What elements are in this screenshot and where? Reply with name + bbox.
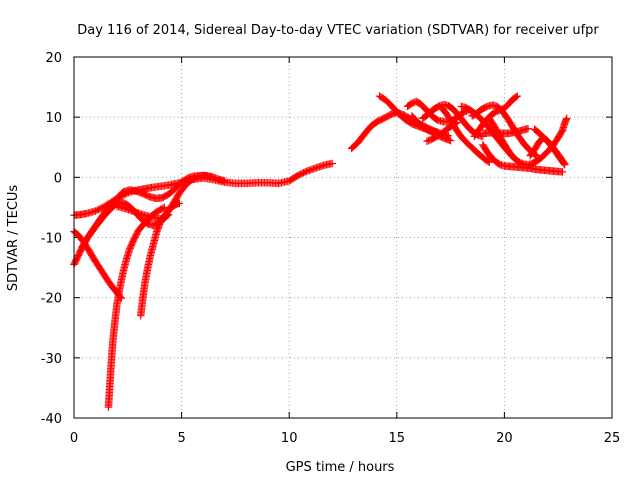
data-point [563, 114, 571, 123]
data-points [70, 92, 571, 411]
data-point [558, 168, 567, 176]
x-tick-label: 15 [389, 431, 406, 446]
data-point-interp [94, 205, 103, 214]
data-point-interp [80, 240, 88, 249]
data-point-interp [126, 243, 135, 251]
data-point-interp [295, 171, 303, 179]
data-point-interp [81, 237, 90, 246]
data-point-interp [132, 230, 141, 239]
data-point [175, 199, 184, 207]
data-point [485, 158, 494, 167]
data-point [513, 92, 522, 100]
data-point-interp [491, 101, 499, 110]
data-point [560, 160, 569, 169]
data-point-interp [128, 239, 137, 247]
data-point-interp [127, 241, 135, 250]
x-tick-label: 20 [496, 431, 513, 446]
y-tick-label: -40 [41, 412, 62, 427]
data-point [328, 159, 336, 168]
chart-title: Day 116 of 2014, Sidereal Day-to-day VTE… [77, 23, 599, 38]
x-axis-label: GPS time / hours [286, 460, 395, 475]
data-point [78, 243, 87, 251]
series-arc14 [438, 104, 494, 167]
data-point [408, 99, 416, 108]
series-arc16 [470, 92, 522, 141]
data-point-interp [301, 168, 309, 176]
data-point [489, 101, 498, 109]
data-point-interp [128, 240, 136, 248]
data-point-interp [129, 236, 138, 244]
data-point [492, 108, 500, 116]
data-point-interp [560, 159, 568, 168]
data-point [524, 124, 532, 133]
data-point-interp [296, 170, 305, 178]
data-point [446, 136, 455, 145]
data-point [160, 203, 169, 212]
y-tick-label: -30 [41, 352, 62, 367]
data-point [515, 158, 524, 167]
y-tick-label: -10 [41, 232, 62, 247]
data-point-interp [93, 206, 101, 215]
x-tick-label: 0 [70, 431, 78, 446]
data-point-interp [484, 157, 493, 166]
data-point-interp [131, 232, 140, 240]
data-point-interp [299, 168, 308, 177]
series-arc7 [136, 199, 184, 320]
series-arc12 [408, 112, 442, 136]
data-point-interp [159, 204, 167, 212]
data-point-interp [133, 229, 141, 237]
data-point-interp [518, 159, 527, 168]
data-point-interp [484, 102, 492, 111]
data-point-interp [131, 233, 139, 242]
data-point [481, 103, 489, 112]
plot-frame [73, 56, 613, 419]
data-point-interp [424, 136, 433, 145]
data-point-interp [482, 103, 491, 111]
data-point-interp [97, 204, 106, 212]
data-point [126, 244, 134, 253]
x-tick-label: 25 [604, 431, 621, 446]
data-point-interp [517, 159, 525, 167]
data-point-interp [81, 239, 89, 247]
data-point [220, 177, 229, 185]
y-tick-label: -20 [41, 292, 62, 307]
x-tick-label: 5 [177, 431, 185, 446]
y-tick-label: 0 [54, 171, 62, 186]
axis-ticks: 0 5 10 15 20 25 -40 -30 -20 -10 0 10 20 [41, 51, 621, 446]
data-point [294, 171, 302, 180]
series-arc6 [104, 203, 169, 411]
data-point-interp [298, 169, 306, 178]
data-point [423, 137, 431, 145]
data-point-interp [79, 241, 88, 250]
data-point-interp [129, 237, 137, 246]
y-tick-label: 10 [45, 111, 62, 126]
data-point [130, 234, 139, 243]
data-point [91, 207, 100, 215]
y-tick-label: 20 [45, 51, 62, 66]
y-axis-label: SDTVAR / TECUs [6, 185, 21, 292]
x-tick-label: 10 [281, 431, 298, 446]
data-point [459, 108, 468, 117]
series-arc22 [526, 133, 569, 169]
data-point-interp [512, 93, 520, 101]
data-point-interp [96, 205, 104, 213]
series-arc20 [479, 124, 532, 138]
